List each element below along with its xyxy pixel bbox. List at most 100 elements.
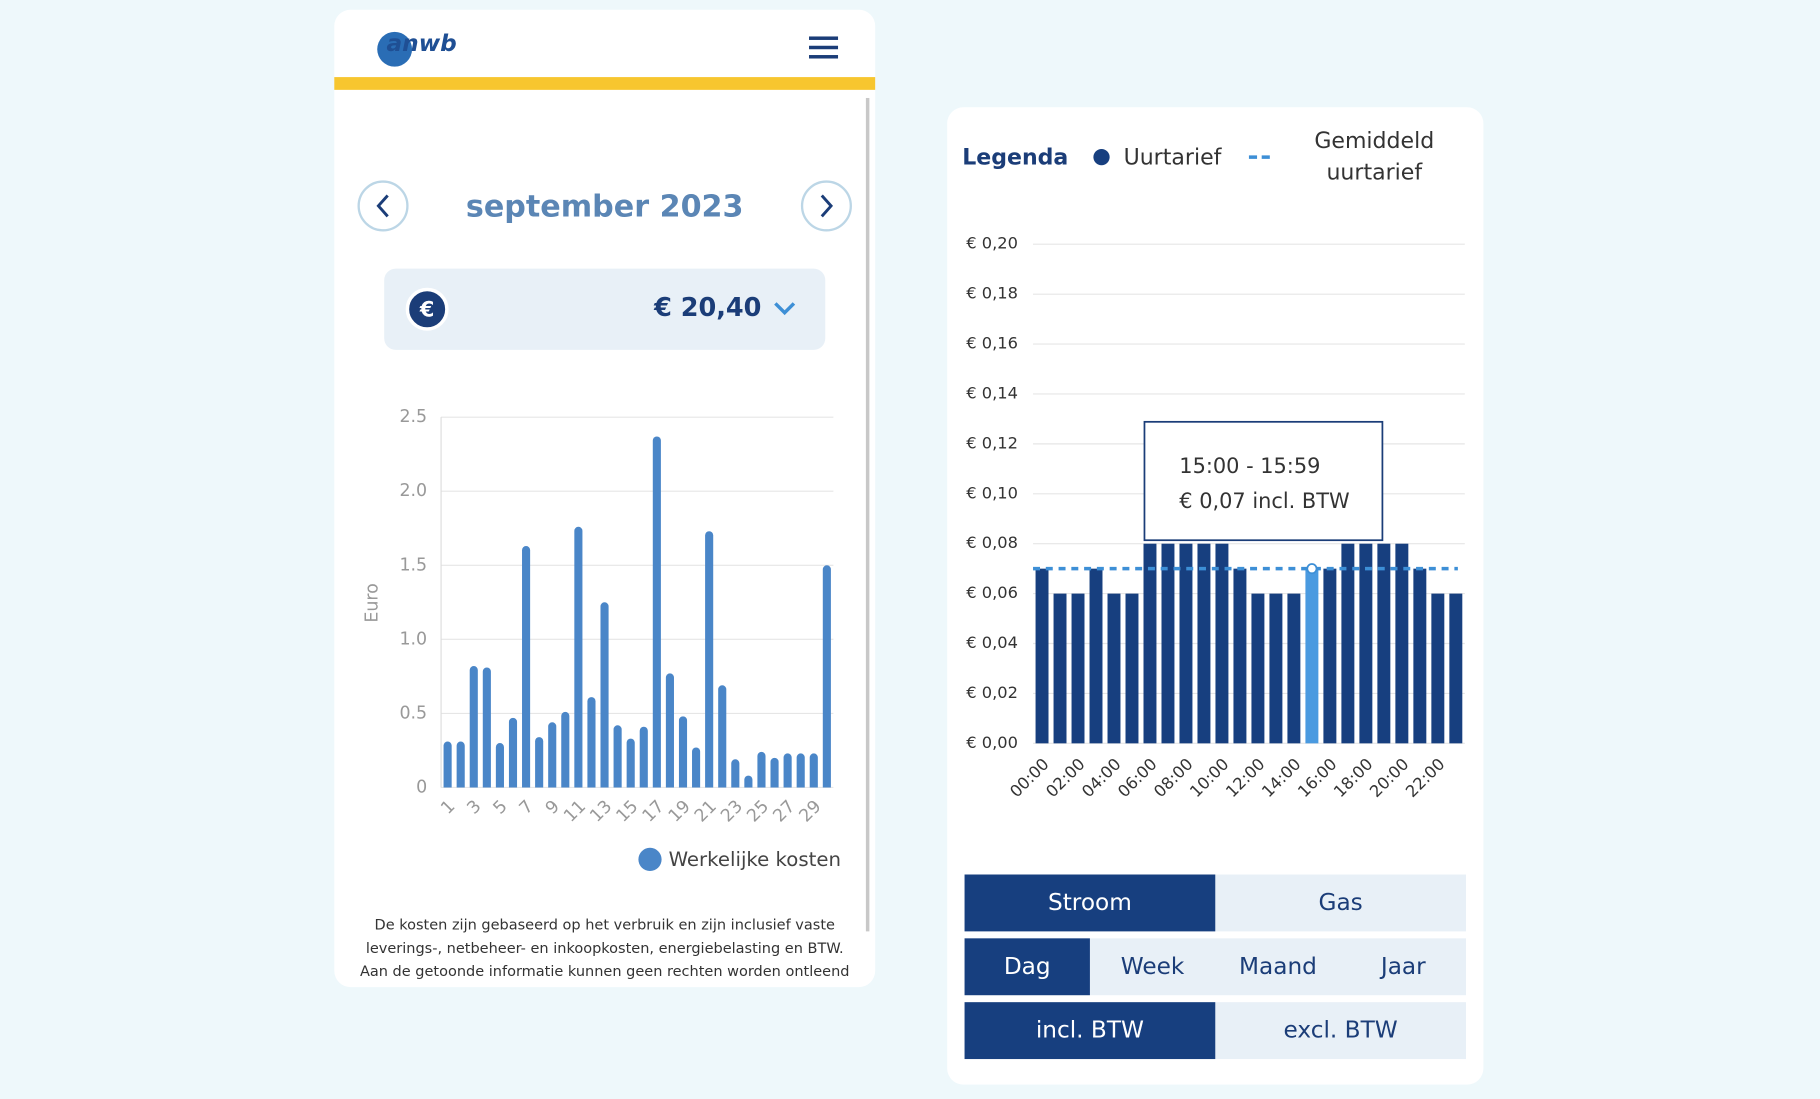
menu[interactable] [809, 36, 839, 59]
bar [574, 526, 583, 788]
bar [561, 711, 570, 788]
y-tick-label: € 0,08 [966, 533, 1018, 552]
next-arrow [820, 194, 834, 218]
y-tick-label: € 0,06 [966, 583, 1018, 602]
footnote: De kosten zijn gebaseerd op het verbruik… [360, 918, 850, 980]
bar [1413, 568, 1427, 744]
bar [1233, 568, 1247, 744]
bar [522, 546, 531, 788]
y-tick-label: € 0,04 [966, 633, 1018, 652]
bar [508, 717, 518, 788]
toggle-button[interactable]: excl. BTW [1215, 1002, 1466, 1059]
bar [639, 726, 648, 788]
toggle-face [964, 1002, 1216, 1060]
toggle-button[interactable]: Maand [1215, 938, 1340, 995]
total-selector[interactable]: € € 20,40 [384, 268, 826, 350]
bar [1143, 543, 1157, 744]
toggle-button[interactable]: Dag [964, 938, 1090, 996]
bar [705, 531, 714, 788]
bar [482, 667, 491, 788]
toggle-button[interactable]: Stroom [964, 874, 1216, 932]
toggle-face [964, 874, 1216, 932]
logo: anwb [387, 30, 457, 57]
toggles: Stroom Gas Dag Week Maand Jaar incl. BTW excl. … [964, 874, 1466, 1060]
bar [1071, 593, 1085, 744]
y-tick-label: 2.5 [399, 407, 427, 427]
footnote-line: De kosten zijn gebaseerd op het verbruik… [375, 918, 835, 934]
bar [1053, 593, 1067, 744]
bar [600, 602, 609, 788]
bar [443, 741, 452, 788]
prev-arrow [376, 194, 389, 218]
toggle-label: excl. BTW [1284, 1017, 1398, 1044]
y-tick-label: 1.0 [399, 629, 427, 649]
bar [796, 753, 805, 788]
bar [626, 738, 635, 788]
y-tick-label: 0.5 [399, 703, 427, 723]
bar [1341, 543, 1355, 744]
next-button[interactable] [800, 180, 852, 232]
bar [587, 697, 596, 788]
toggle-label: Week [1121, 953, 1185, 980]
bar [1197, 543, 1211, 744]
dropdown-arrow [774, 302, 796, 316]
toggle-face [964, 938, 1090, 996]
yellow-bar [334, 77, 876, 90]
toggle-button[interactable]: incl. BTW [964, 1002, 1216, 1060]
euro-icon [405, 287, 449, 331]
bar [1107, 593, 1121, 744]
tooltip-line: € 0,07 incl. BTW [1179, 489, 1349, 513]
bar [456, 741, 465, 788]
bar [1305, 568, 1319, 744]
toggle-button[interactable]: Jaar [1341, 938, 1466, 995]
bar [1377, 543, 1391, 744]
toggle-button[interactable]: Week [1090, 938, 1215, 995]
bar [770, 757, 779, 788]
y-tick-label: 0 [416, 777, 427, 797]
y-tick-label: € 0,12 [966, 433, 1018, 452]
bar [1161, 543, 1175, 744]
menu-bar [809, 55, 839, 59]
legend-label: Uurtarief [1124, 145, 1223, 170]
toggle-label: Stroom [1048, 889, 1132, 916]
bar [1089, 568, 1103, 744]
logo-icon [377, 31, 413, 67]
toggle-label: Dag [1004, 953, 1051, 980]
prev-button[interactable] [357, 180, 409, 232]
total-amount: € 20,40 [653, 293, 761, 323]
tooltip-line: 15:00 - 15:59 [1179, 454, 1320, 478]
toggle-label: incl. BTW [1036, 1017, 1144, 1044]
bar [809, 753, 818, 788]
bar [1287, 593, 1301, 744]
toggle-button[interactable]: Gas [1215, 875, 1466, 932]
bar [665, 673, 674, 788]
toggle-label: Maand [1239, 953, 1317, 980]
bar [1359, 543, 1373, 744]
legend-label: Werkelijke kosten [669, 848, 841, 871]
toggle-label: Jaar [1379, 953, 1426, 980]
tooltip-box [1143, 420, 1384, 542]
y-tick-label: € 0,14 [966, 383, 1018, 402]
y-tick-label: 1.5 [399, 555, 427, 575]
scrollbar [865, 97, 870, 932]
total-box [384, 268, 826, 350]
y-axis-label: Euro [363, 583, 383, 622]
bar [731, 759, 740, 788]
bar [1449, 593, 1463, 744]
tooltip-point [1306, 563, 1318, 575]
y-tick-label: 2.0 [399, 481, 427, 501]
bar [535, 737, 544, 788]
bar [1395, 543, 1409, 744]
bar [613, 725, 622, 788]
legend-label: Gemiddeld uurtarief [1314, 129, 1434, 185]
bar [495, 743, 504, 788]
bar [692, 747, 701, 788]
bar [783, 753, 792, 788]
bar [744, 775, 753, 788]
left-panel [334, 9, 876, 988]
y-tick-label: € 0,10 [966, 483, 1018, 502]
toggle-label: Gas [1318, 889, 1362, 916]
bar [757, 751, 766, 788]
